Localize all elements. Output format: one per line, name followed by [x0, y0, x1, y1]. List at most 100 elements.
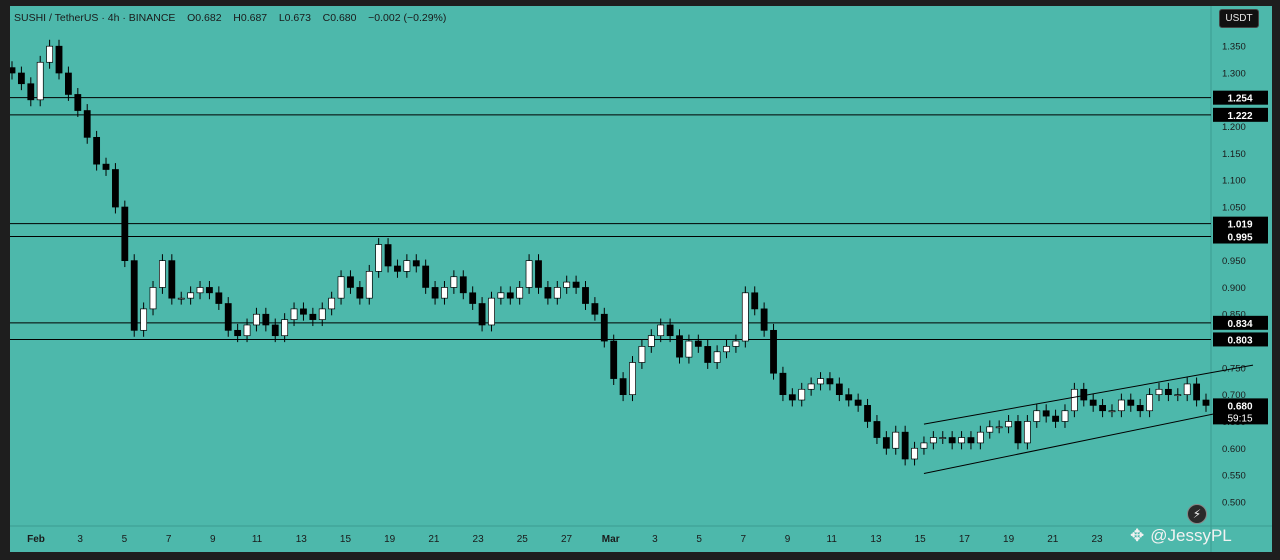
countdown-label: 59:15 [1227, 413, 1252, 424]
candle-down [882, 437, 890, 449]
candle-up [939, 437, 947, 439]
y-tick-label: 0.600 [1222, 444, 1246, 455]
candle-up [375, 244, 383, 272]
chart-frame: 1.4001.3501.3001.2501.2001.1501.1001.050… [10, 6, 1272, 552]
y-tick-label: 0.900 [1222, 283, 1246, 294]
candle-up [807, 383, 815, 390]
x-tick-label: 21 [428, 534, 440, 545]
candle-down [666, 324, 674, 337]
candle-down [17, 72, 25, 85]
candle-up [328, 297, 336, 310]
x-tick-label: 5 [696, 534, 702, 545]
y-tick-label: 1.350 [1222, 42, 1246, 53]
high-value: H0.687 [233, 12, 268, 24]
level-badge-label: 1.254 [1227, 94, 1252, 105]
candle-down [121, 206, 129, 261]
y-tick-label: 0.950 [1222, 256, 1246, 267]
candle-down [1193, 383, 1201, 401]
candle-down [826, 378, 834, 385]
y-tick-label: 1.150 [1222, 149, 1246, 160]
y-tick-label: 0.500 [1222, 497, 1246, 508]
candle-down [412, 260, 420, 267]
candle-down [394, 265, 401, 272]
last-price-badge [1213, 398, 1268, 425]
candle-down [356, 287, 364, 299]
x-tick-label: 9 [210, 534, 216, 545]
candle-up [516, 287, 524, 299]
candle-up [1146, 394, 1153, 412]
candle-down [873, 421, 881, 438]
candle-down [864, 405, 871, 422]
candle-up [450, 276, 458, 288]
watermark-text: @JessyPL [1150, 526, 1232, 545]
candle-up [1155, 388, 1163, 396]
trend-channel-lower [923, 405, 1254, 474]
candle-up [149, 287, 157, 310]
candle-down [300, 308, 307, 315]
candle-up [723, 346, 730, 353]
candle-down [901, 431, 909, 460]
x-tick-label: 11 [827, 534, 838, 545]
candle-down [854, 399, 862, 406]
lightning-icon[interactable]: ⚡ [1187, 504, 1207, 524]
candle-up [741, 292, 749, 342]
candle-down [112, 169, 119, 208]
candle-up [488, 297, 495, 326]
candle-up [1005, 421, 1012, 428]
candle-down [431, 287, 439, 299]
candle-up [403, 260, 411, 272]
level-badge [1213, 216, 1268, 231]
candle-up [638, 346, 646, 363]
candle-down [619, 378, 627, 396]
candle-down [55, 45, 63, 74]
currency-button[interactable]: USDT [1219, 9, 1259, 28]
candle-up [995, 426, 1003, 429]
x-tick-label: 19 [1003, 534, 1015, 545]
candle-down [610, 340, 618, 379]
candle-up [243, 324, 251, 337]
candle-up [365, 271, 373, 299]
candle-up [1117, 399, 1125, 412]
x-tick-label: 3 [77, 534, 83, 545]
symbol-header: SUSHI / TetherUS · 4h · BINANCE O0.682 H… [14, 12, 446, 24]
candle-down [676, 335, 683, 358]
x-tick-label: 17 [959, 534, 971, 545]
price-chart[interactable]: 1.4001.3501.3001.2501.2001.1501.1001.050… [10, 6, 1272, 552]
candle-down [93, 136, 101, 165]
close-value: C0.680 [322, 12, 357, 24]
candle-up [647, 335, 655, 347]
candle-up [318, 308, 326, 320]
candle-up [685, 340, 693, 358]
x-tick-label: 7 [741, 534, 747, 545]
candle-down [27, 83, 35, 101]
candle-down [506, 292, 514, 299]
candle-up [1033, 410, 1041, 422]
candle-down [459, 276, 467, 294]
change-value: −0.002 (−0.29%) [368, 12, 447, 24]
candle-down [1052, 415, 1059, 422]
candle-up [177, 297, 185, 300]
candle-down [1014, 421, 1022, 444]
candle-down [1099, 405, 1106, 412]
candle-down [572, 281, 580, 288]
symbol-info: SUSHI / TetherUS · 4h · BINANCE [14, 12, 176, 24]
x-tick-label: 11 [252, 534, 263, 545]
level-badge-label: 0.834 [1227, 319, 1252, 330]
candle-down [478, 303, 486, 326]
candle-up [798, 388, 806, 401]
y-tick-label: 1.050 [1222, 203, 1246, 214]
x-tick-label: 27 [561, 534, 573, 545]
candle-up [525, 260, 533, 288]
binance-logo-icon: ✥ [1130, 526, 1145, 545]
low-value: L0.673 [278, 12, 311, 24]
candle-up [140, 308, 148, 331]
candle-down [779, 372, 787, 396]
candle-down [384, 244, 392, 267]
candle-down [206, 287, 213, 294]
candle-down [1136, 405, 1144, 412]
x-tick-label: 25 [517, 534, 529, 545]
candle-up [46, 45, 54, 63]
candle-down [1042, 410, 1050, 417]
candle-up [986, 426, 994, 433]
x-tick-label: Mar [602, 534, 620, 545]
